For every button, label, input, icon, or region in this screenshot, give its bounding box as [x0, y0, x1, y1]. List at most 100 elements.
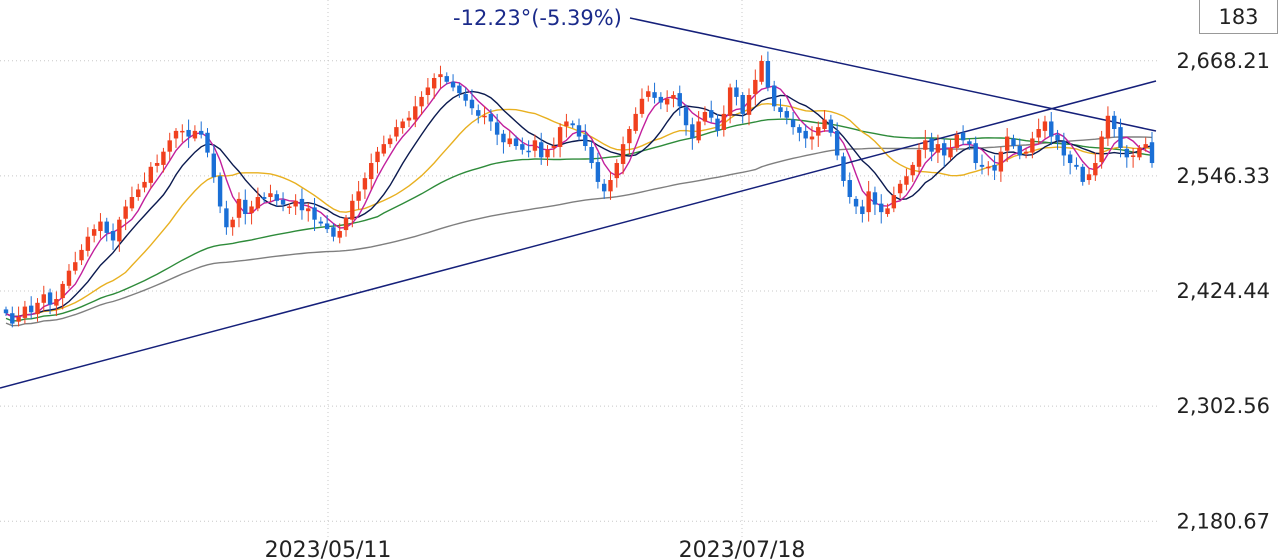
- candle[interactable]: [1042, 115, 1048, 139]
- candle[interactable]: [954, 130, 960, 152]
- candle[interactable]: [671, 91, 676, 108]
- candle[interactable]: [627, 126, 632, 155]
- candle[interactable]: [904, 168, 909, 191]
- candle[interactable]: [1105, 106, 1111, 147]
- candle[interactable]: [85, 227, 91, 257]
- candle[interactable]: [255, 187, 261, 212]
- candle[interactable]: [66, 264, 72, 289]
- candle[interactable]: [1011, 134, 1016, 149]
- candle[interactable]: [381, 135, 387, 157]
- candle[interactable]: [803, 124, 808, 148]
- candle[interactable]: [1036, 118, 1041, 145]
- candle[interactable]: [1086, 167, 1092, 185]
- candle[interactable]: [369, 153, 374, 190]
- candle[interactable]: [243, 189, 248, 225]
- candle[interactable]: [564, 113, 569, 138]
- candle[interactable]: [601, 179, 607, 199]
- candle[interactable]: [488, 109, 494, 131]
- candle[interactable]: [797, 124, 802, 142]
- candle[interactable]: [986, 161, 991, 176]
- candle[interactable]: [1130, 147, 1136, 168]
- candle[interactable]: [312, 197, 317, 232]
- candle[interactable]: [482, 106, 487, 125]
- candle[interactable]: [746, 88, 752, 126]
- candle[interactable]: [960, 125, 966, 146]
- candle[interactable]: [709, 100, 714, 123]
- candle[interactable]: [173, 128, 179, 148]
- candle[interactable]: [117, 216, 122, 252]
- candle[interactable]: [652, 82, 657, 104]
- candle[interactable]: [790, 112, 796, 135]
- candle[interactable]: [425, 78, 431, 105]
- candle[interactable]: [1099, 130, 1104, 169]
- candle[interactable]: [891, 186, 897, 213]
- candle[interactable]: [520, 137, 525, 155]
- candle[interactable]: [287, 203, 292, 215]
- candle[interactable]: [142, 172, 147, 193]
- candle[interactable]: [476, 104, 481, 124]
- candle[interactable]: [1112, 111, 1117, 138]
- candle[interactable]: [438, 65, 443, 89]
- candle[interactable]: [551, 137, 557, 158]
- candle[interactable]: [690, 117, 695, 150]
- candle[interactable]: [1074, 157, 1079, 170]
- candle[interactable]: [280, 192, 286, 212]
- candle[interactable]: [614, 159, 619, 188]
- candle[interactable]: [306, 202, 311, 222]
- candle[interactable]: [979, 154, 985, 175]
- candle[interactable]: [318, 216, 324, 227]
- candle[interactable]: [683, 104, 689, 136]
- candle[interactable]: [343, 214, 349, 237]
- candle[interactable]: [186, 119, 191, 148]
- candle[interactable]: [1137, 145, 1142, 161]
- candle[interactable]: [998, 146, 1004, 182]
- candle[interactable]: [1055, 129, 1060, 150]
- candle[interactable]: [431, 73, 437, 99]
- candle[interactable]: [740, 92, 745, 124]
- candle[interactable]: [362, 172, 368, 199]
- candle[interactable]: [853, 196, 859, 215]
- candle[interactable]: [734, 79, 739, 106]
- candle[interactable]: [658, 92, 664, 110]
- candle[interactable]: [948, 139, 953, 161]
- candlesticks[interactable]: [3, 51, 1155, 328]
- candle[interactable]: [885, 203, 890, 217]
- candle[interactable]: [834, 122, 840, 161]
- candle[interactable]: [41, 285, 46, 312]
- candle[interactable]: [1093, 152, 1098, 181]
- candle[interactable]: [608, 171, 613, 200]
- candle[interactable]: [696, 111, 701, 144]
- candle[interactable]: [463, 87, 468, 107]
- candle[interactable]: [324, 214, 330, 233]
- candle[interactable]: [646, 85, 651, 102]
- candle[interactable]: [1124, 145, 1130, 168]
- candle[interactable]: [501, 129, 506, 154]
- candle[interactable]: [809, 126, 815, 150]
- candle[interactable]: [47, 288, 53, 315]
- candle[interactable]: [299, 188, 305, 220]
- candle[interactable]: [123, 199, 128, 231]
- candle[interactable]: [375, 146, 380, 174]
- candle[interactable]: [230, 216, 235, 236]
- candle[interactable]: [526, 140, 531, 158]
- candle[interactable]: [721, 105, 727, 137]
- candle[interactable]: [331, 223, 336, 242]
- candle[interactable]: [28, 296, 34, 319]
- candle[interactable]: [1143, 137, 1148, 152]
- candle[interactable]: [148, 162, 154, 189]
- candle[interactable]: [3, 306, 9, 317]
- candle[interactable]: [1023, 148, 1029, 159]
- candle[interactable]: [356, 180, 361, 210]
- candle[interactable]: [104, 217, 109, 242]
- candle[interactable]: [1030, 131, 1035, 159]
- candle[interactable]: [293, 194, 298, 215]
- candle[interactable]: [10, 306, 15, 328]
- candle[interactable]: [1049, 112, 1054, 146]
- candle[interactable]: [394, 119, 399, 142]
- candle[interactable]: [513, 135, 519, 150]
- candle[interactable]: [929, 132, 934, 162]
- candle[interactable]: [822, 110, 827, 132]
- candle[interactable]: [406, 111, 412, 128]
- candle[interactable]: [224, 200, 229, 235]
